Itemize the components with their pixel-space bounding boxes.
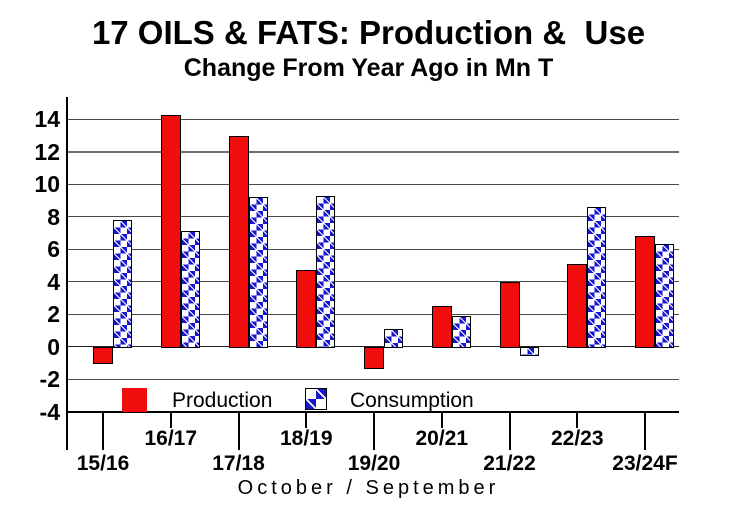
x-axis-label-21/22: 21/22: [483, 452, 536, 475]
bar-production-19/20: [364, 346, 384, 369]
gridline-2: [68, 313, 679, 315]
chart-subtitle: Change From Year Ago in Mn T: [183, 54, 554, 82]
chart-title: 17 OILS & FATS: Production & Use: [91, 14, 646, 51]
legend-production-swatch: [122, 388, 147, 412]
bar-production-23/24F: [635, 236, 655, 348]
x-tick-17/18: [237, 411, 240, 450]
gridline-8: [68, 216, 679, 218]
legend-production-label: Production: [172, 389, 273, 412]
gridline-4: [68, 281, 679, 283]
gridline-10: [68, 183, 679, 185]
x-axis-label-20/21: 20/21: [415, 427, 469, 450]
bar-production-20/21: [431, 306, 452, 348]
bar-consumption-23/24F: [655, 244, 674, 348]
bar-consumption-19/20: [384, 328, 403, 348]
gridline-6: [68, 248, 679, 250]
x-axis-label-19/20: 19/20: [347, 452, 401, 475]
x-tick-16/17: [169, 411, 172, 428]
y-axis-label-0: 0: [47, 333, 60, 360]
bar-consumption-20/21: [451, 315, 471, 348]
legend-consumption-swatch: [305, 388, 327, 410]
gridline--2: [68, 378, 679, 380]
x-axis-title: October / September: [237, 477, 500, 499]
bar-consumption-17/18: [248, 197, 268, 348]
bar-consumption-15/16: [113, 220, 132, 348]
x-tick-22/23: [576, 411, 579, 428]
y-axis-label-10: 10: [34, 171, 60, 198]
bar-consumption-22/23: [587, 207, 607, 348]
bar-production-22/23: [567, 263, 588, 348]
y-axis-label-6: 6: [47, 236, 60, 263]
x-axis-label-23/24F: 23/24F: [612, 452, 678, 475]
y-axis-label-4: 4: [47, 268, 60, 295]
x-axis-line: [66, 411, 679, 413]
y-axis-label-2: 2: [47, 301, 60, 328]
x-tick-20/21: [440, 411, 443, 428]
x-axis-label-15/16: 15/16: [76, 452, 130, 475]
x-axis-label-22/23: 22/23: [550, 427, 604, 450]
y-axis-label--2: -2: [39, 366, 60, 393]
bar-production-21/22: [499, 281, 520, 348]
bar-consumption-18/19: [316, 195, 336, 348]
x-axis-label-16/17: 16/17: [144, 427, 198, 450]
legend-consumption-label: Consumption: [350, 389, 474, 412]
x-tick-19/20: [373, 411, 375, 450]
bar-production-15/16: [93, 346, 113, 364]
bar-production-18/19: [296, 270, 317, 348]
x-tick-21/22: [508, 411, 511, 450]
bar-production-17/18: [228, 135, 249, 348]
y-axis-label-14: 14: [34, 106, 60, 133]
y-axis-label-8: 8: [47, 203, 60, 230]
x-axis-label-17/18: 17/18: [212, 452, 265, 475]
y-axis-label--4: -4: [39, 398, 60, 425]
x-tick-15/16: [102, 411, 104, 450]
gridline-12: [68, 150, 679, 153]
y-axis-line: [66, 97, 68, 450]
bar-production-16/17: [160, 114, 181, 348]
gridline-14: [68, 118, 679, 120]
bar-consumption-16/17: [180, 231, 200, 348]
bar-consumption-21/22: [519, 346, 539, 356]
y-axis-label-12: 12: [34, 138, 60, 165]
x-tick-23/24F: [644, 411, 646, 450]
x-axis-label-18/19: 18/19: [279, 427, 333, 450]
x-tick-18/19: [305, 411, 308, 428]
